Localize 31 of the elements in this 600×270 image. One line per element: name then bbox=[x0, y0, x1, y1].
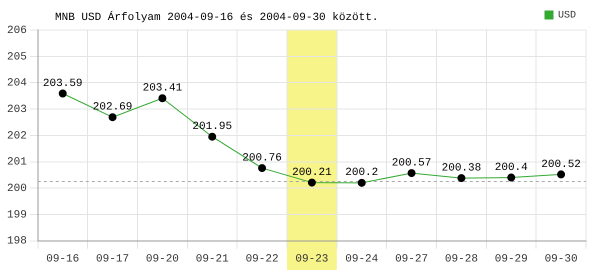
data-label: 200.4 bbox=[494, 162, 528, 174]
data-label: 200.38 bbox=[442, 162, 482, 174]
data-label: 200.52 bbox=[541, 158, 581, 171]
data-label: 203.59 bbox=[42, 78, 83, 90]
x-tick-label: 09-28 bbox=[444, 253, 478, 266]
data-label: 200.2 bbox=[345, 167, 378, 180]
x-tick-label: 09-22 bbox=[246, 253, 279, 266]
x-tick-label: 09-20 bbox=[146, 253, 179, 266]
x-tick-label: 09-30 bbox=[544, 253, 578, 266]
x-tick-label: 09-16 bbox=[46, 253, 80, 266]
y-tick-label: 205 bbox=[6, 51, 27, 64]
x-tick-label: 09-21 bbox=[196, 253, 230, 266]
y-tick-label: 198 bbox=[6, 236, 27, 248]
legend-label: USD bbox=[558, 10, 576, 22]
y-tick-label: 200 bbox=[6, 183, 27, 196]
y-tick-label: 199 bbox=[6, 209, 27, 222]
y-tick-label: 204 bbox=[6, 78, 28, 90]
y-tick-label: 203 bbox=[6, 104, 27, 116]
data-label: 200.21 bbox=[292, 166, 332, 179]
x-tick-label: 09-24 bbox=[345, 253, 379, 266]
chart-title: MNB USD Árfolyam 2004-09-16 és 2004-09-30 között. bbox=[55, 10, 378, 24]
y-tick-label: 202 bbox=[6, 130, 27, 142]
data-label: 202.69 bbox=[92, 102, 132, 114]
x-tick-label: 09-17 bbox=[96, 253, 130, 266]
x-tick-label: 09-29 bbox=[494, 253, 528, 266]
x-tick-label: 09-23 bbox=[295, 253, 328, 266]
y-tick-label: 201 bbox=[6, 156, 28, 169]
data-label: 203.41 bbox=[142, 82, 183, 95]
data-label: 200.57 bbox=[392, 157, 432, 170]
y-tick-label: 206 bbox=[6, 24, 27, 37]
x-tick-label: 09-27 bbox=[395, 253, 428, 266]
